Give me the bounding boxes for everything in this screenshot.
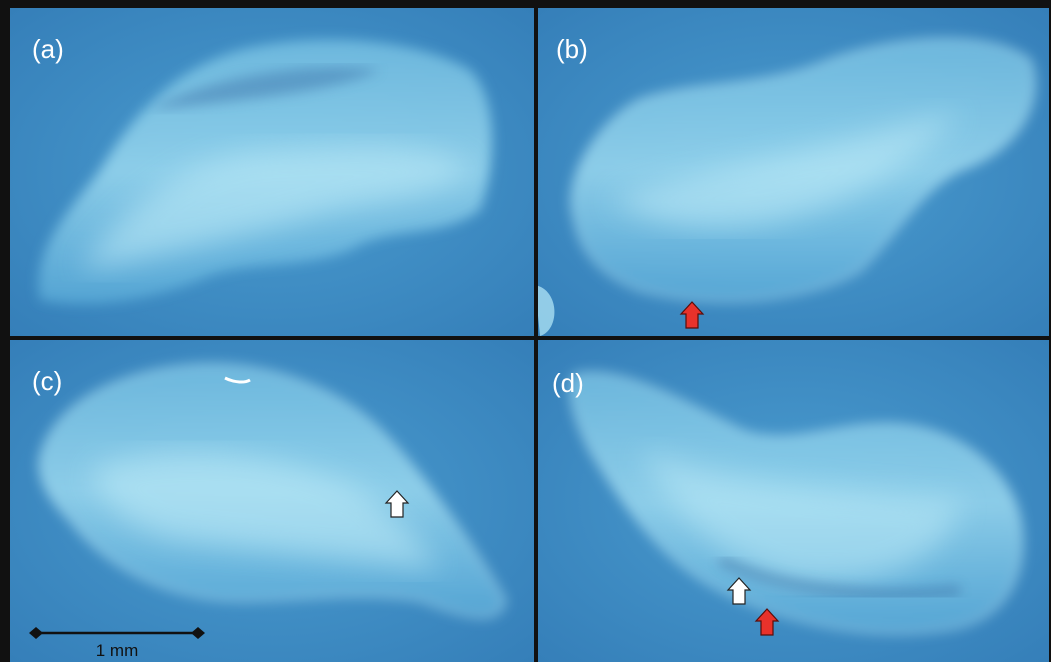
scale-bar-label: 1 mm — [96, 641, 139, 660]
panel-label: (d) — [552, 368, 584, 398]
figure: (a) (b) (c) (d) 1 mm — [0, 0, 1051, 662]
border — [0, 0, 1051, 8]
divider — [534, 0, 538, 662]
page: (a) (b) (c) (d) 1 mm (() => { const data… — [0, 0, 1051, 662]
panel-label: (b) — [556, 34, 588, 64]
divider — [0, 336, 1051, 340]
border — [0, 0, 10, 662]
panel-label: (a) — [32, 34, 64, 64]
panel-label: (c) — [32, 366, 62, 396]
